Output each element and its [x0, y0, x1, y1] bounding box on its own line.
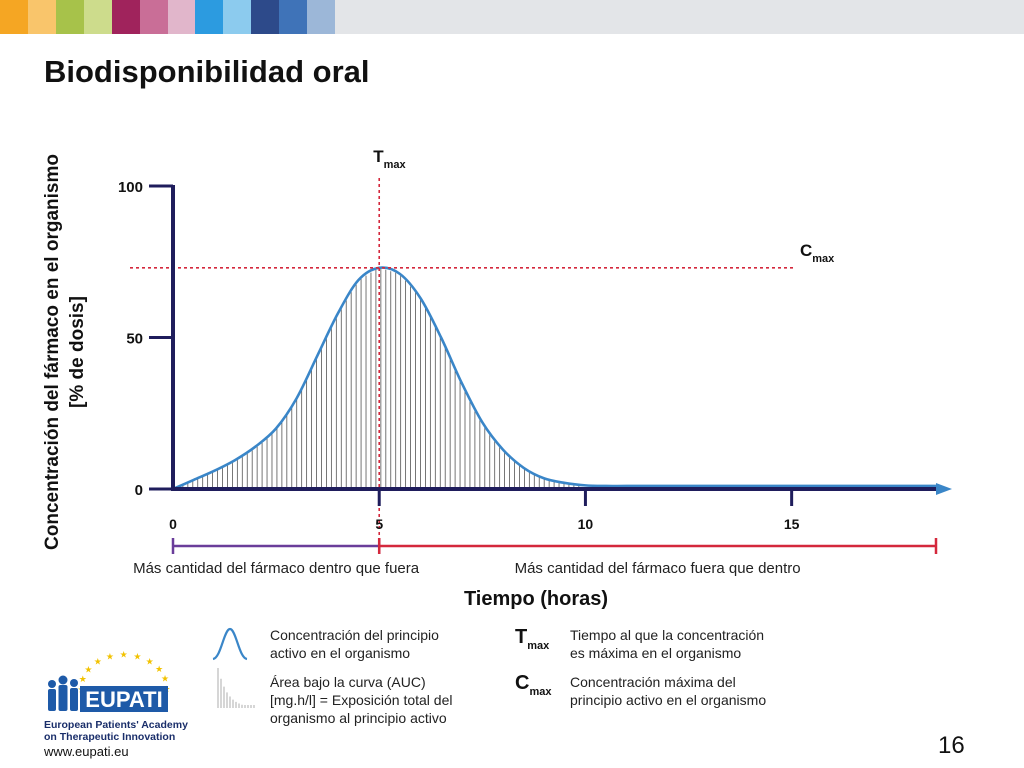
- top-strip-segment: [27, 0, 57, 34]
- x-tick-label: 0: [169, 516, 177, 532]
- x-tick-label: 5: [375, 516, 383, 532]
- eupati-logo: ★★★★★★★★★★★★ EUPATI: [48, 650, 170, 712]
- auc-legend-icon: [217, 668, 255, 708]
- legend-cmax-text: Concentración máxima del principio activ…: [570, 674, 767, 708]
- x-axis-label: Tiempo (horas): [464, 588, 608, 610]
- concentration-curve: [172, 266, 936, 491]
- logo-star-icon: ★: [84, 664, 92, 674]
- legend-curve-text: Concentración del principio activo en el…: [270, 627, 439, 661]
- range-brackets: Más cantidad del fármaco dentro que fuer…: [133, 538, 938, 577]
- y-tick-label: 0: [135, 482, 143, 499]
- cmax-annotation: Cmax: [800, 241, 835, 265]
- legend-tmax-text: Tiempo al que la concentración es máxima…: [570, 627, 765, 661]
- x-ticks: 0 5 10 15: [169, 489, 800, 532]
- top-strip-segment: [55, 0, 85, 34]
- logo-star-icon: ★: [94, 657, 102, 667]
- top-color-strip: [0, 0, 1024, 34]
- logo-star-icon: ★: [79, 674, 87, 684]
- bioavailability-chart: 0 50 100 0 5 10 15 Más cantidad del fármaco d…: [118, 147, 952, 610]
- tmax-annotation-symbol: T: [373, 147, 384, 166]
- tmax-annotation: Tmax: [373, 147, 406, 171]
- top-strip-segment: [111, 0, 141, 34]
- logo-wordmark: EUPATI: [85, 687, 162, 712]
- cmax-annotation-sub: max: [812, 253, 835, 265]
- top-strip-segment: [83, 0, 113, 34]
- logo-wordmark-box: [80, 686, 168, 712]
- legend-tmax-symbol: Tmax: [515, 626, 550, 652]
- range-label: Más cantidad del fármaco dentro que fuer…: [133, 560, 420, 577]
- top-strip-segment: [139, 0, 168, 34]
- logo-star-icon: ★: [146, 656, 154, 666]
- logo-star-icon: ★: [155, 664, 163, 674]
- y-tick-label: 100: [118, 179, 143, 196]
- top-strip-segment: [167, 0, 196, 34]
- legend-auc-text: Área bajo la curva (AUC) [mg.h/l] = Expo…: [270, 674, 453, 726]
- y-tick-label: 50: [126, 331, 143, 348]
- page-number: 16: [938, 732, 965, 759]
- tmax-annotation-sub: max: [384, 159, 407, 171]
- logo-line2: on Therapeutic Innovation: [44, 731, 176, 743]
- logo-star-icon: ★: [161, 674, 169, 684]
- x-tick-label: 10: [578, 516, 594, 532]
- top-strip-segment: [251, 0, 280, 34]
- x-axis-arrow-icon: [936, 483, 952, 495]
- logo-star-icon: ★: [106, 652, 114, 662]
- cmax-annotation-symbol: C: [800, 241, 812, 260]
- top-strip-segment: [279, 0, 308, 34]
- logo-star-icon: ★: [133, 651, 141, 661]
- logo-people-icon: [48, 675, 78, 711]
- legend-cmax-symbol: Cmax: [515, 672, 552, 698]
- top-strip-segment: [223, 0, 252, 34]
- range-label: Más cantidad del fármaco fuera que dentr…: [515, 560, 801, 577]
- curve-legend-icon: [212, 627, 248, 661]
- slide-title: Biodisponibilidad oral: [44, 54, 370, 89]
- top-strip-grey: [335, 0, 1024, 34]
- top-strip-segment: [307, 0, 336, 34]
- logo-line1: European Patients' Academy: [44, 719, 188, 731]
- logo-star-icon: ★: [120, 650, 128, 660]
- eupati-url[interactable]: www.eupati.eu: [44, 744, 129, 759]
- auc-hatch: [182, 268, 580, 489]
- top-strip-segment: [195, 0, 224, 34]
- top-strip-segment: [0, 0, 29, 34]
- y-ticks: 0 50 100: [118, 179, 173, 499]
- x-tick-label: 15: [784, 516, 800, 532]
